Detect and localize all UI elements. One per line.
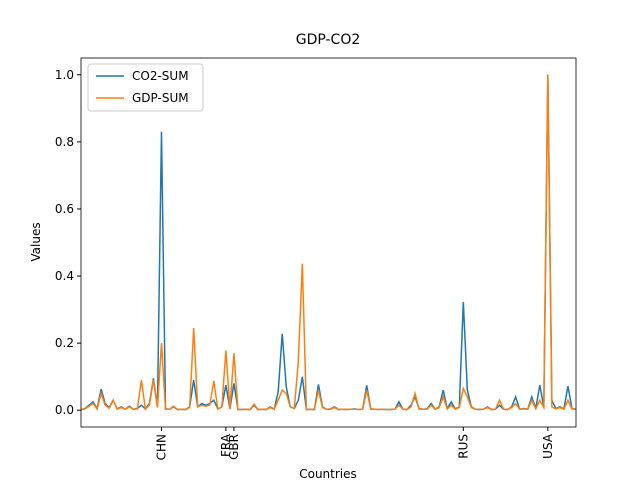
legend-label: GDP-SUM xyxy=(132,91,189,105)
x-tick-label: RUS xyxy=(456,434,470,459)
y-tick-label: 1.0 xyxy=(55,68,74,82)
y-tick-label: 0.8 xyxy=(55,135,74,149)
x-tick-label: GBR xyxy=(227,434,241,460)
y-tick-label: 0.2 xyxy=(55,336,74,350)
x-tick-label: CHN xyxy=(154,434,168,460)
x-tick-label: FRA xyxy=(219,433,233,457)
y-axis-label: Values xyxy=(29,222,43,261)
plot-frame xyxy=(80,57,577,428)
x-axis-label: Countries xyxy=(299,467,357,480)
series-line xyxy=(80,74,577,411)
y-tick-label: 0.4 xyxy=(55,269,74,283)
y-tick-label: 0.6 xyxy=(55,202,74,216)
legend-label: CO2-SUM xyxy=(132,69,189,83)
chart-title: GDP-CO2 xyxy=(296,32,361,48)
x-tick-label: USA xyxy=(541,433,555,459)
y-tick-label: 0.0 xyxy=(55,403,74,417)
series-line xyxy=(80,74,577,411)
